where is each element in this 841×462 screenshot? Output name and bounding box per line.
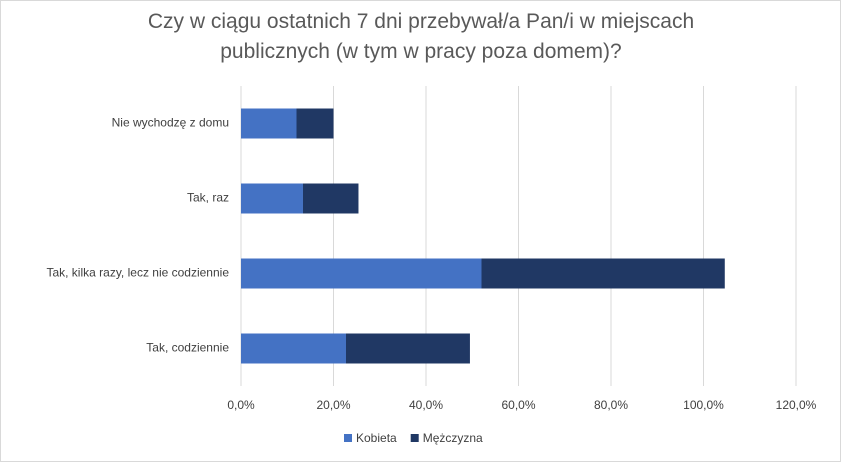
legend-label: Mężczyzna: [423, 431, 483, 445]
bar-segment: [345, 333, 470, 364]
y-tick-label: Nie wychodzę z domu: [112, 116, 229, 130]
bar-segment: [241, 183, 303, 214]
chart-title: Czy w ciągu ostatnich 7 dni przebywał/a …: [147, 10, 695, 63]
bar-segment: [241, 258, 482, 289]
bar-segment: [241, 333, 346, 364]
x-tick-label: 120,0%: [776, 398, 817, 412]
y-tick-label: Tak, kilka razy, lecz nie codziennie: [46, 266, 229, 280]
x-tick-label: 20,0%: [316, 398, 350, 412]
y-tick-label: Tak, codziennie: [146, 341, 229, 355]
legend-label: Kobieta: [356, 431, 397, 445]
bar-segment: [296, 108, 334, 139]
bar-segment: [481, 258, 725, 289]
x-tick-label: 40,0%: [409, 398, 443, 412]
x-tick-label: 100,0%: [683, 398, 724, 412]
legend-swatch: [410, 434, 419, 442]
x-tick-label: 60,0%: [501, 398, 535, 412]
bar-segment: [302, 183, 359, 214]
x-tick-label: 80,0%: [594, 398, 628, 412]
legend-swatch: [344, 434, 352, 442]
x-tick-label: 0,0%: [227, 398, 255, 412]
y-tick-label: Tak, raz: [187, 191, 229, 205]
bar-segment: [241, 108, 297, 139]
